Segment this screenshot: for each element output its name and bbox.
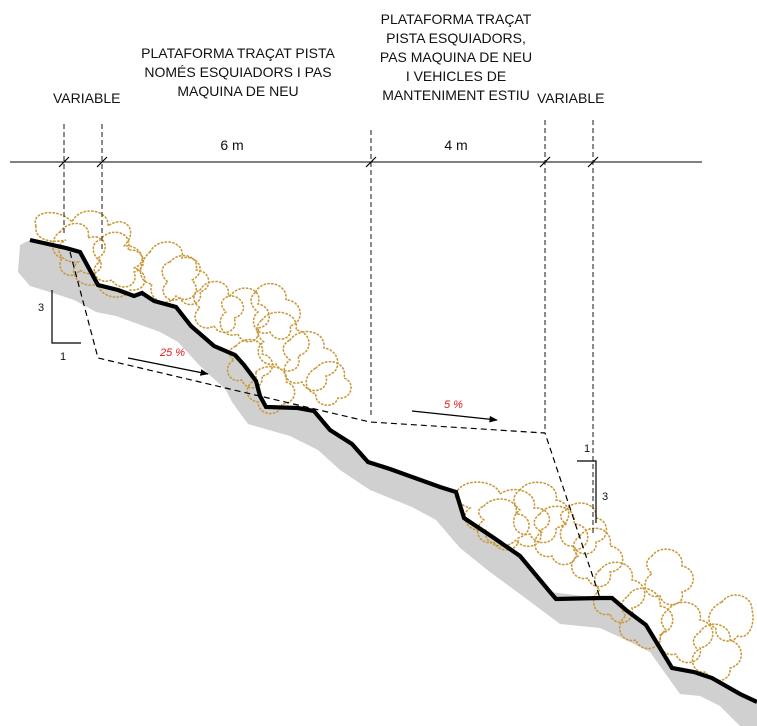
proposed-platform-line bbox=[69, 251, 601, 599]
label-shared-platform-line1: PLATAFORMA TRAÇAT bbox=[381, 11, 532, 27]
label-variable-left: VARIABLE bbox=[53, 90, 120, 106]
label-shared-platform-line5: MANTENIMENT ESTIU bbox=[382, 87, 530, 103]
ratio-bracket-right bbox=[577, 460, 597, 523]
terrain-shadow bbox=[18, 240, 757, 726]
dimension-label-6m: 6 m bbox=[220, 137, 243, 153]
label-shared-platform-line4: I VEHICLES DE bbox=[406, 68, 506, 84]
terrain-profile bbox=[29, 237, 757, 704]
ratio-bracket-left bbox=[51, 290, 81, 344]
ratio-right-rise: 3 bbox=[602, 491, 608, 503]
ratio-left-run: 1 bbox=[60, 351, 66, 363]
label-variable-right: VARIABLE bbox=[537, 90, 604, 106]
label-ski-platform-line2: NOMÉS ESQUIADORS I PAS bbox=[144, 64, 331, 80]
ratio-left-rise: 3 bbox=[38, 302, 44, 314]
slope-label-25: 25 % bbox=[159, 347, 185, 359]
dimension-label-4m: 4 m bbox=[444, 137, 467, 153]
scrub-vegetation-right bbox=[454, 481, 754, 682]
label-ski-platform-line3: MAQUINA DE NEU bbox=[177, 83, 298, 99]
dimension-ticks bbox=[58, 156, 599, 168]
label-ski-platform-line1: PLATAFORMA TRAÇAT PISTA bbox=[141, 45, 335, 61]
label-shared-platform-line3: PAS MAQUINA DE NEU bbox=[380, 49, 532, 65]
extension-lines bbox=[63, 120, 594, 536]
slope-arrow-icon-left bbox=[127, 357, 209, 376]
slope-label-5: 5 % bbox=[444, 399, 463, 411]
label-shared-platform-line2: PISTA ESQUIADORS, bbox=[386, 30, 526, 46]
slope-arrow-icon-right bbox=[411, 410, 498, 423]
scrub-vegetation-left bbox=[34, 210, 352, 415]
ratio-right-run: 1 bbox=[584, 443, 590, 455]
